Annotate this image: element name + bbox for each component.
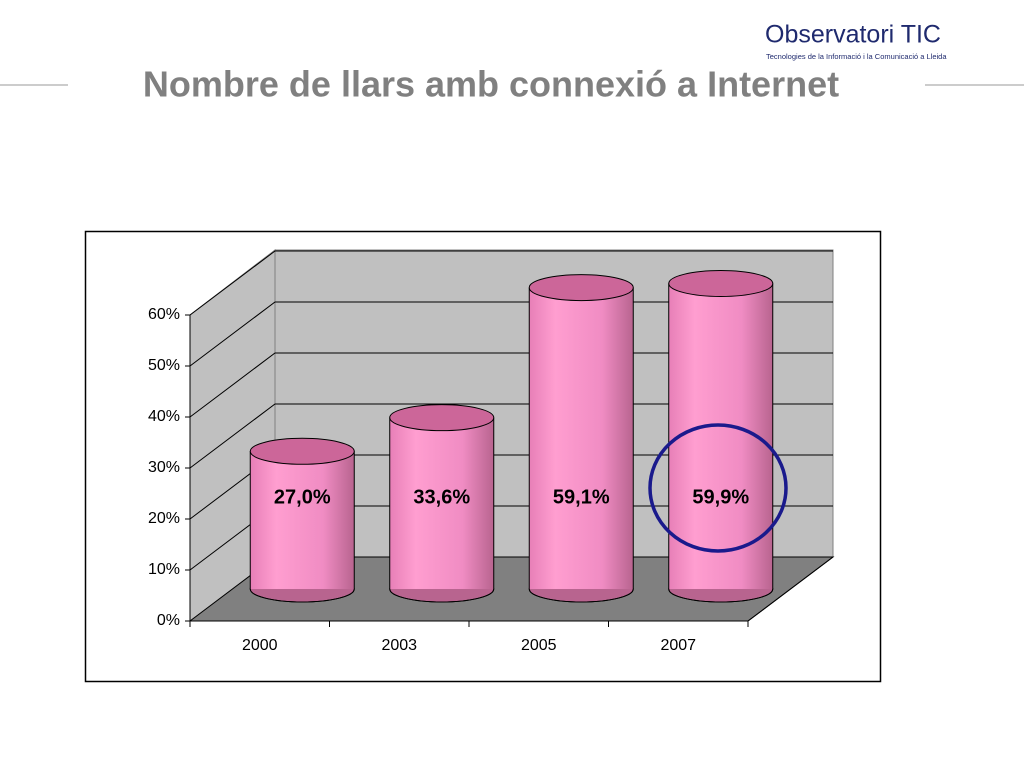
highlight-circle [648,423,788,553]
x-tick-label: 2000 [242,637,278,654]
x-tick-label: 2005 [521,637,557,654]
grid-line [189,352,833,418]
floor-edge [747,556,834,622]
bar [250,451,355,589]
y-tick-label: 40% [148,408,180,425]
bar-top [249,437,355,465]
value-label: 27,0% [274,486,331,508]
bar-top [389,404,495,432]
x-tick-label: 2003 [381,637,417,654]
y-tick-label: 10% [148,561,180,578]
bar [529,287,634,589]
y-tick-label: 60% [148,306,180,323]
grid-line [189,403,833,469]
bar-outline [249,451,355,603]
bar [389,417,494,589]
y-tick-label: 30% [148,459,180,476]
x-tick-label: 2007 [660,637,696,654]
y-tick-label: 0% [157,612,180,629]
y-tick-label: 20% [148,510,180,527]
value-label: 59,1% [553,486,610,508]
logo-tagline: Tecnologies de la Informació i la Comuni… [766,52,947,61]
chart-title: Nombre de llars amb connexió a Internet [143,64,839,105]
grid-line [189,250,833,316]
bar-outline [389,417,495,603]
bar-outline [668,283,774,603]
value-label: 59,9% [692,486,749,508]
value-label: 33,6% [413,486,470,508]
bar-outline [528,287,634,603]
bar-top [528,274,634,302]
y-tick-label: 50% [148,357,180,374]
logo-name: Observatori TIC [765,21,941,49]
grid-line [189,301,833,367]
bar-top [668,270,774,298]
